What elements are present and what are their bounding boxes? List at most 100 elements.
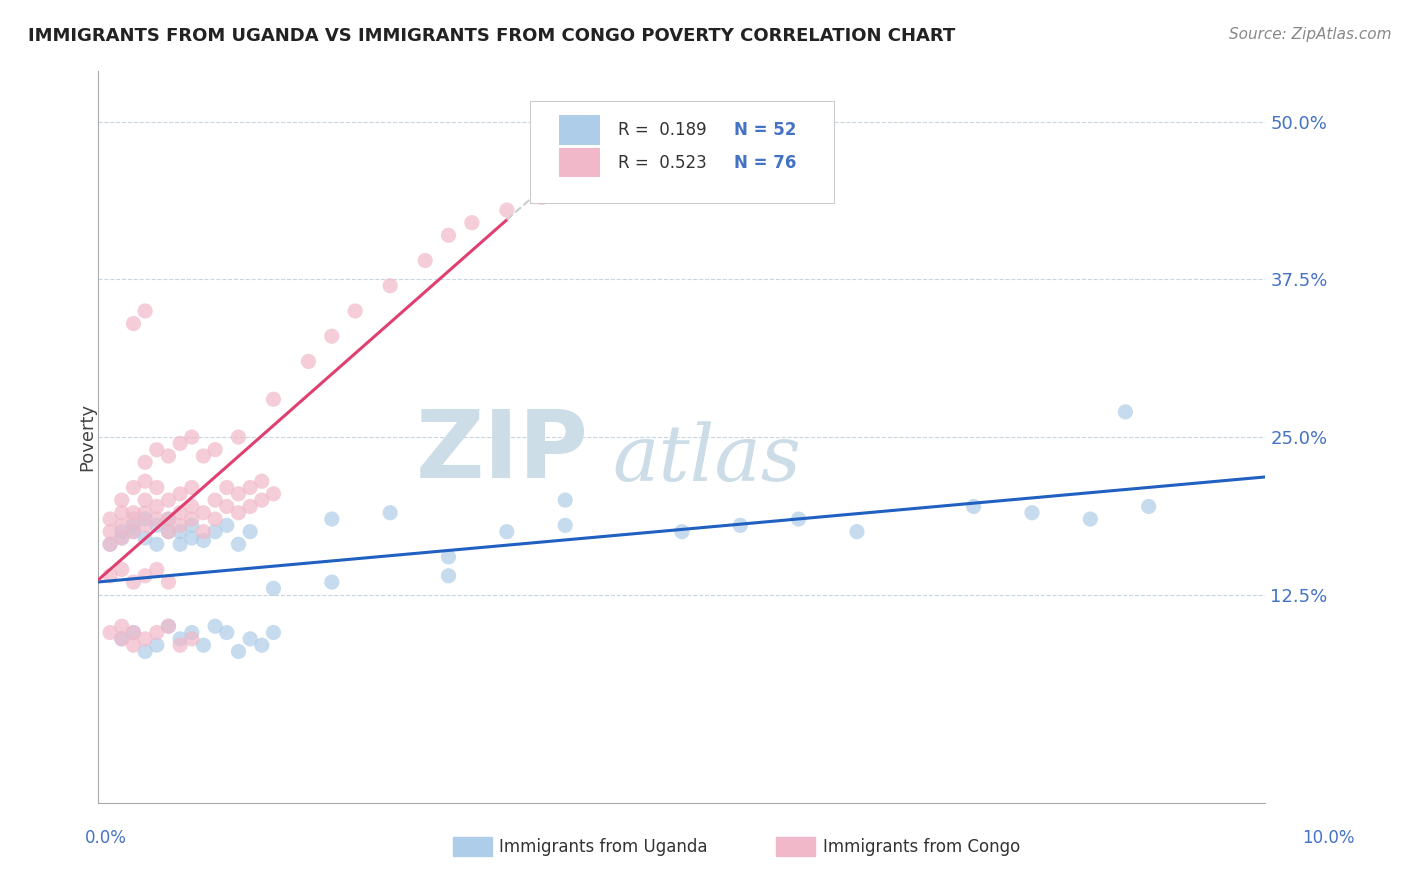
Point xyxy=(344,304,367,318)
Point xyxy=(111,518,134,533)
Point xyxy=(122,518,145,533)
Point xyxy=(787,512,810,526)
Point xyxy=(111,531,134,545)
Point xyxy=(146,512,169,526)
Point xyxy=(122,625,145,640)
Point xyxy=(193,506,215,520)
Point xyxy=(157,524,180,539)
Point xyxy=(262,487,284,501)
Point xyxy=(321,329,343,343)
Point xyxy=(193,449,215,463)
Point xyxy=(228,644,250,658)
Point xyxy=(180,430,202,444)
Text: 0.0%: 0.0% xyxy=(84,829,127,847)
Point xyxy=(250,638,273,652)
Point xyxy=(239,481,262,495)
Text: Source: ZipAtlas.com: Source: ZipAtlas.com xyxy=(1229,27,1392,42)
Point xyxy=(157,524,180,539)
Point xyxy=(122,575,145,590)
Point xyxy=(169,487,191,501)
Point xyxy=(122,317,145,331)
Point xyxy=(122,524,145,539)
Point xyxy=(98,524,121,539)
Point xyxy=(111,562,134,576)
Point xyxy=(134,644,156,658)
Point xyxy=(204,512,226,526)
Point xyxy=(180,512,202,526)
Point xyxy=(1137,500,1160,514)
Point xyxy=(169,436,191,450)
Point xyxy=(122,506,145,520)
Point xyxy=(98,569,121,583)
Text: R =  0.523: R = 0.523 xyxy=(617,153,706,172)
Point xyxy=(157,449,180,463)
Point xyxy=(122,481,145,495)
Point xyxy=(111,632,134,646)
Point xyxy=(146,625,169,640)
Text: R =  0.189: R = 0.189 xyxy=(617,121,706,139)
Text: ZIP: ZIP xyxy=(416,406,589,498)
Point xyxy=(146,500,169,514)
Point xyxy=(262,392,284,407)
Point xyxy=(111,619,134,633)
Point xyxy=(146,442,169,457)
Point xyxy=(193,533,215,548)
Point xyxy=(134,474,156,488)
Point xyxy=(157,575,180,590)
Point xyxy=(1080,512,1102,526)
Point xyxy=(180,531,202,545)
Point xyxy=(169,506,191,520)
Point xyxy=(1021,506,1043,520)
Point xyxy=(134,304,156,318)
Point xyxy=(98,537,121,551)
Point xyxy=(321,575,343,590)
Point xyxy=(146,562,169,576)
Point xyxy=(250,474,273,488)
Point xyxy=(122,638,145,652)
Point xyxy=(262,582,284,596)
Point xyxy=(1114,405,1136,419)
Point xyxy=(180,625,202,640)
Point xyxy=(846,524,869,539)
Point xyxy=(204,493,226,508)
Point xyxy=(98,625,121,640)
Point xyxy=(180,481,202,495)
Point xyxy=(239,524,262,539)
Point xyxy=(297,354,319,368)
Point xyxy=(530,190,553,204)
Point xyxy=(437,549,460,564)
Point xyxy=(122,512,145,526)
Point xyxy=(437,569,460,583)
Point xyxy=(98,512,121,526)
Point xyxy=(193,638,215,652)
Point xyxy=(239,500,262,514)
Point xyxy=(262,625,284,640)
Point xyxy=(111,531,134,545)
Point xyxy=(146,537,169,551)
Point xyxy=(134,512,156,526)
Text: atlas: atlas xyxy=(612,421,800,497)
Point xyxy=(228,430,250,444)
Point xyxy=(157,512,180,526)
Point xyxy=(134,569,156,583)
Point xyxy=(554,518,576,533)
Point xyxy=(134,493,156,508)
Text: Immigrants from Uganda: Immigrants from Uganda xyxy=(499,838,707,855)
Point xyxy=(215,481,238,495)
Point xyxy=(228,537,250,551)
Point xyxy=(671,524,693,539)
Point xyxy=(157,512,180,526)
Point xyxy=(962,500,984,514)
Point xyxy=(193,524,215,539)
Point xyxy=(157,493,180,508)
Point xyxy=(461,216,484,230)
Point xyxy=(250,493,273,508)
Point xyxy=(157,619,180,633)
Point xyxy=(134,531,156,545)
Text: 10.0%: 10.0% xyxy=(1302,829,1355,847)
FancyBboxPatch shape xyxy=(530,101,834,203)
Point xyxy=(730,518,752,533)
Point xyxy=(111,632,134,646)
Point xyxy=(321,512,343,526)
Point xyxy=(134,632,156,646)
